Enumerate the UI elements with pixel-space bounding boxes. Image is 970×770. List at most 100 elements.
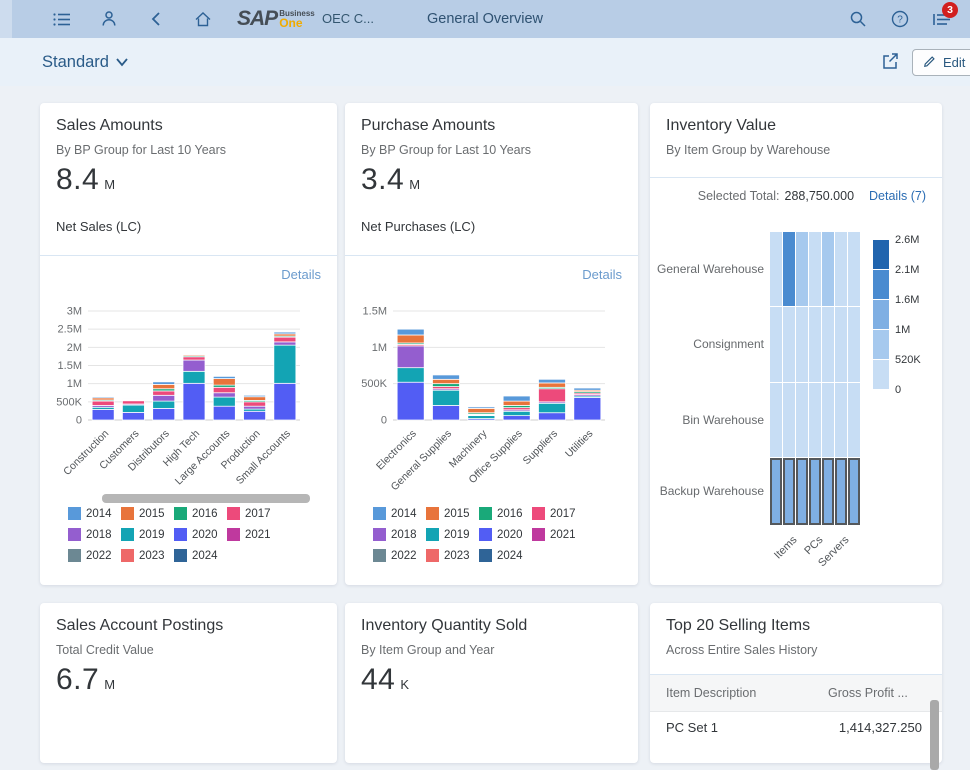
heatmap-cell[interactable] [770, 307, 782, 382]
heatmap-cell[interactable] [783, 458, 795, 525]
bar-segment-2019[interactable] [213, 397, 235, 406]
bar-segment-2014[interactable] [397, 329, 424, 335]
heatmap-cell[interactable] [783, 383, 795, 457]
bar-segment-2017[interactable] [122, 401, 144, 404]
heatmap-cell[interactable] [848, 458, 860, 525]
heatmap-cell[interactable] [848, 307, 860, 382]
legend-item-2018[interactable]: 2018 [68, 528, 121, 541]
bar-segment-2014[interactable] [183, 354, 205, 355]
company-selector[interactable]: OEC C... [322, 11, 374, 26]
legend-item-2017[interactable]: 2017 [532, 507, 585, 520]
details-link[interactable]: Details [281, 267, 321, 282]
bar-segment-2019[interactable] [468, 416, 495, 419]
heatmap-cell[interactable] [809, 232, 821, 306]
bar-segment-2015[interactable] [433, 379, 460, 383]
heatmap-cell[interactable] [835, 458, 847, 525]
bar-segment-2018[interactable] [274, 342, 296, 345]
bar-segment-2015[interactable] [468, 408, 495, 412]
heatmap-cell[interactable] [796, 232, 808, 306]
legend-item-2021[interactable]: 2021 [532, 528, 585, 541]
legend-item-2017[interactable]: 2017 [227, 507, 280, 520]
heatmap-cell[interactable] [796, 383, 808, 457]
heatmap-cell[interactable] [796, 458, 808, 525]
heatmap-cell[interactable] [796, 307, 808, 382]
legend-item-2019[interactable]: 2019 [121, 528, 174, 541]
bar-segment-2015[interactable] [397, 335, 424, 343]
legend-item-2024[interactable]: 2024 [174, 549, 227, 562]
bar-segment-2020[interactable] [539, 413, 566, 420]
bar-segment-2014[interactable] [539, 379, 566, 383]
legend-item-2015[interactable]: 2015 [426, 507, 479, 520]
legend-item-2014[interactable]: 2014 [373, 507, 426, 520]
heatmap-cell[interactable] [770, 458, 782, 525]
bar-segment-2019[interactable] [433, 390, 460, 405]
share-icon[interactable] [880, 51, 902, 73]
heatmap-cell[interactable] [848, 383, 860, 457]
bar-segment-2016[interactable] [433, 384, 460, 387]
bar-segment-2020[interactable] [244, 411, 266, 420]
legend-item-2015[interactable]: 2015 [121, 507, 174, 520]
bar-segment-2020[interactable] [183, 383, 205, 420]
menu-list-icon[interactable] [52, 9, 72, 29]
legend-item-2016[interactable]: 2016 [174, 507, 227, 520]
legend-item-2022[interactable]: 2022 [68, 549, 121, 562]
bar-segment-2014[interactable] [433, 375, 460, 379]
home-icon[interactable] [193, 9, 213, 29]
bar-segment-2018[interactable] [397, 346, 424, 368]
legend-item-2022[interactable]: 2022 [373, 549, 426, 562]
bar-segment-2020[interactable] [503, 416, 530, 420]
bar-segment-2019[interactable] [397, 368, 424, 383]
heatmap-cell[interactable] [809, 383, 821, 457]
bar-segment-2014[interactable] [153, 382, 175, 385]
bar-segment-2015[interactable] [244, 397, 266, 401]
table-row[interactable]: PC Set 1 1,414,327.250 [650, 712, 942, 746]
bar-segment-2017[interactable] [213, 387, 235, 392]
column-header-gross-profit[interactable]: Gross Profit ... [828, 675, 908, 712]
bar-segment-2019[interactable] [122, 405, 144, 412]
heatmap-cell[interactable] [783, 307, 795, 382]
legend-item-2020[interactable]: 2020 [479, 528, 532, 541]
legend-item-2023[interactable]: 2023 [426, 549, 479, 562]
back-icon[interactable] [146, 9, 166, 29]
bar-segment-2018[interactable] [153, 395, 175, 401]
heatmap-cell[interactable] [835, 307, 847, 382]
heatmap-cell[interactable] [770, 232, 782, 306]
bar-segment-2018[interactable] [244, 406, 266, 409]
bar-segment-2020[interactable] [213, 406, 235, 420]
bar-segment-2018[interactable] [183, 360, 205, 371]
heatmap-cell[interactable] [822, 307, 834, 382]
legend-item-2019[interactable]: 2019 [426, 528, 479, 541]
legend-item-2024[interactable]: 2024 [479, 549, 532, 562]
heatmap-cell[interactable] [822, 232, 834, 306]
bar-segment-2020[interactable] [92, 409, 114, 420]
notification-badge[interactable]: 3 [942, 2, 958, 18]
legend-item-2018[interactable]: 2018 [373, 528, 426, 541]
bar-segment-2020[interactable] [574, 397, 601, 420]
vertical-scrollbar[interactable] [930, 700, 939, 770]
bar-segment-2019[interactable] [539, 403, 566, 412]
heatmap-cell[interactable] [822, 458, 834, 525]
bar-segment-2015[interactable] [153, 384, 175, 388]
bar-segment-2014[interactable] [213, 376, 235, 378]
legend-item-2014[interactable]: 2014 [68, 507, 121, 520]
bar-segment-2014[interactable] [92, 397, 114, 398]
bar-segment-2020[interactable] [397, 382, 424, 420]
bar-segment-2018[interactable] [213, 393, 235, 397]
heatmap-cell[interactable] [835, 232, 847, 306]
bar-segment-2014[interactable] [503, 396, 530, 401]
bar-segment-2019[interactable] [503, 411, 530, 415]
heatmap-cell[interactable] [783, 232, 795, 306]
bar-segment-2015[interactable] [213, 379, 235, 386]
bar-segment-2020[interactable] [433, 405, 460, 420]
legend-item-2023[interactable]: 2023 [121, 549, 174, 562]
bar-segment-2019[interactable] [183, 371, 205, 383]
bar-segment-2017[interactable] [274, 337, 296, 342]
heatmap-cell[interactable] [809, 458, 821, 525]
details-link[interactable]: Details [582, 267, 622, 282]
bar-segment-2014[interactable] [244, 395, 266, 396]
heatmap-cell[interactable] [822, 383, 834, 457]
horizontal-scrollbar[interactable] [102, 494, 310, 503]
bar-segment-2014[interactable] [468, 407, 495, 408]
bar-segment-2017[interactable] [92, 401, 114, 405]
bar-segment-2019[interactable] [153, 401, 175, 408]
